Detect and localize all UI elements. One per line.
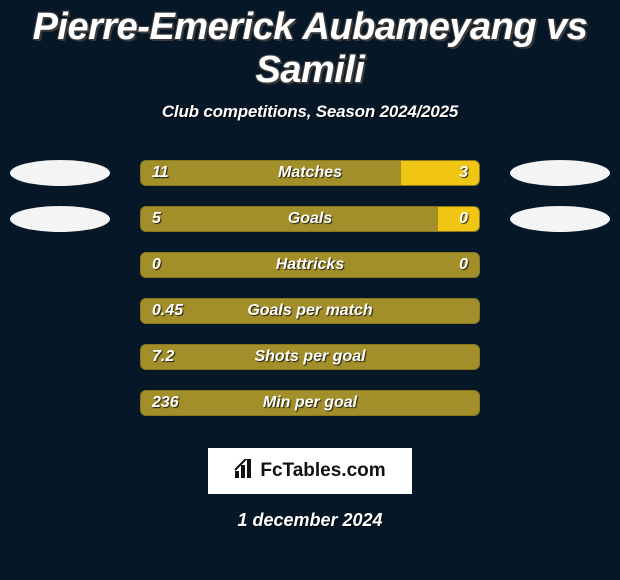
stat-bar-track — [140, 160, 480, 186]
stat-bar-track — [140, 206, 480, 232]
player-left-flag — [10, 160, 110, 186]
player-right-flag — [510, 160, 610, 186]
chart-bars-icon — [234, 459, 256, 483]
stat-bar-right-fill — [401, 161, 479, 185]
player-left-flag — [10, 206, 110, 232]
stat-row: Min per goal236 — [0, 390, 620, 436]
stat-bar-right-fill — [438, 207, 479, 231]
stat-row: Goals per match0.45 — [0, 298, 620, 344]
page-title: Pierre-Emerick Aubameyang vs Samili — [0, 0, 620, 92]
stat-bar-track — [140, 252, 480, 278]
stat-row: Shots per goal7.2 — [0, 344, 620, 390]
stat-bar-track — [140, 390, 480, 416]
stat-row: Hattricks00 — [0, 252, 620, 298]
comparison-chart: Matches113Goals50Hattricks00Goals per ma… — [0, 160, 620, 436]
brand-logo: FcTables.com — [208, 448, 412, 494]
logo-text: FcTables.com — [260, 460, 385, 482]
date-label: 1 december 2024 — [0, 510, 620, 531]
stat-bar-track — [140, 298, 480, 324]
player-right-flag — [510, 206, 610, 232]
stat-row: Goals50 — [0, 206, 620, 252]
stat-row: Matches113 — [0, 160, 620, 206]
subtitle: Club competitions, Season 2024/2025 — [0, 102, 620, 122]
stat-bar-track — [140, 344, 480, 370]
